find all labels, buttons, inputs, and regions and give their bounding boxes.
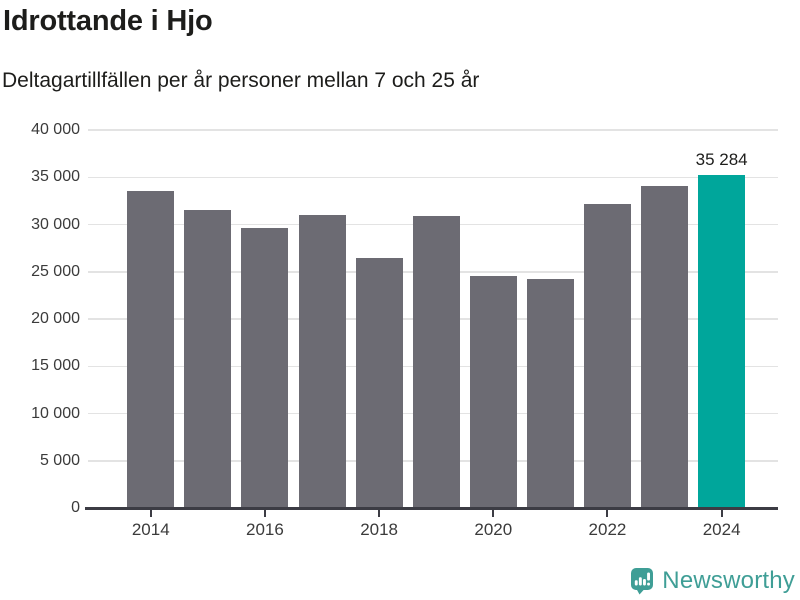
x-axis-label: 2020 xyxy=(474,520,513,539)
bar xyxy=(127,191,175,508)
x-axis-tick xyxy=(149,509,152,517)
newsworthy-brand-text: Newsworthy xyxy=(662,567,795,594)
y-axis-label: 0 xyxy=(71,499,80,516)
bar xyxy=(641,185,689,508)
x-axis-label: 2024 xyxy=(702,520,741,539)
x-axis-label: 2022 xyxy=(588,520,627,539)
x-axis-tick xyxy=(720,509,723,517)
bar xyxy=(298,215,346,508)
y-axis-label: 5 000 xyxy=(39,451,80,469)
x-axis-tick xyxy=(492,509,495,517)
bar xyxy=(355,257,403,508)
page-title: Idrottande i Hjo xyxy=(3,5,213,37)
x-axis-line xyxy=(85,507,778,510)
y-axis-label: 15 000 xyxy=(31,357,80,375)
bar xyxy=(526,279,574,508)
y-axis-label: 10 000 xyxy=(31,404,80,422)
bar xyxy=(583,203,631,508)
y-axis-label: 25 000 xyxy=(31,262,80,280)
x-axis-tick xyxy=(606,509,609,517)
gridline xyxy=(88,129,778,131)
x-axis-label: 2018 xyxy=(360,520,399,539)
y-axis-label: 30 000 xyxy=(31,215,80,233)
bar xyxy=(241,228,289,508)
page-subtitle: Deltagartillfällen per år personer mella… xyxy=(2,69,480,92)
y-axis-label: 35 000 xyxy=(31,168,80,186)
y-axis-label: 40 000 xyxy=(31,121,80,138)
bar xyxy=(184,210,232,508)
bar xyxy=(412,215,460,508)
value-label: 35 284 xyxy=(695,149,748,169)
x-axis-label: 2014 xyxy=(131,520,170,539)
x-axis-tick xyxy=(378,509,381,517)
bar xyxy=(469,275,517,508)
newsworthy-icon xyxy=(631,567,654,594)
gridline xyxy=(88,176,778,178)
newsworthy-logo[interactable]: Newsworthy xyxy=(631,567,795,595)
x-axis-tick xyxy=(263,509,266,517)
y-axis-label: 20 000 xyxy=(31,310,80,327)
x-axis-label: 2016 xyxy=(246,520,284,539)
bar-highlight xyxy=(698,174,746,508)
